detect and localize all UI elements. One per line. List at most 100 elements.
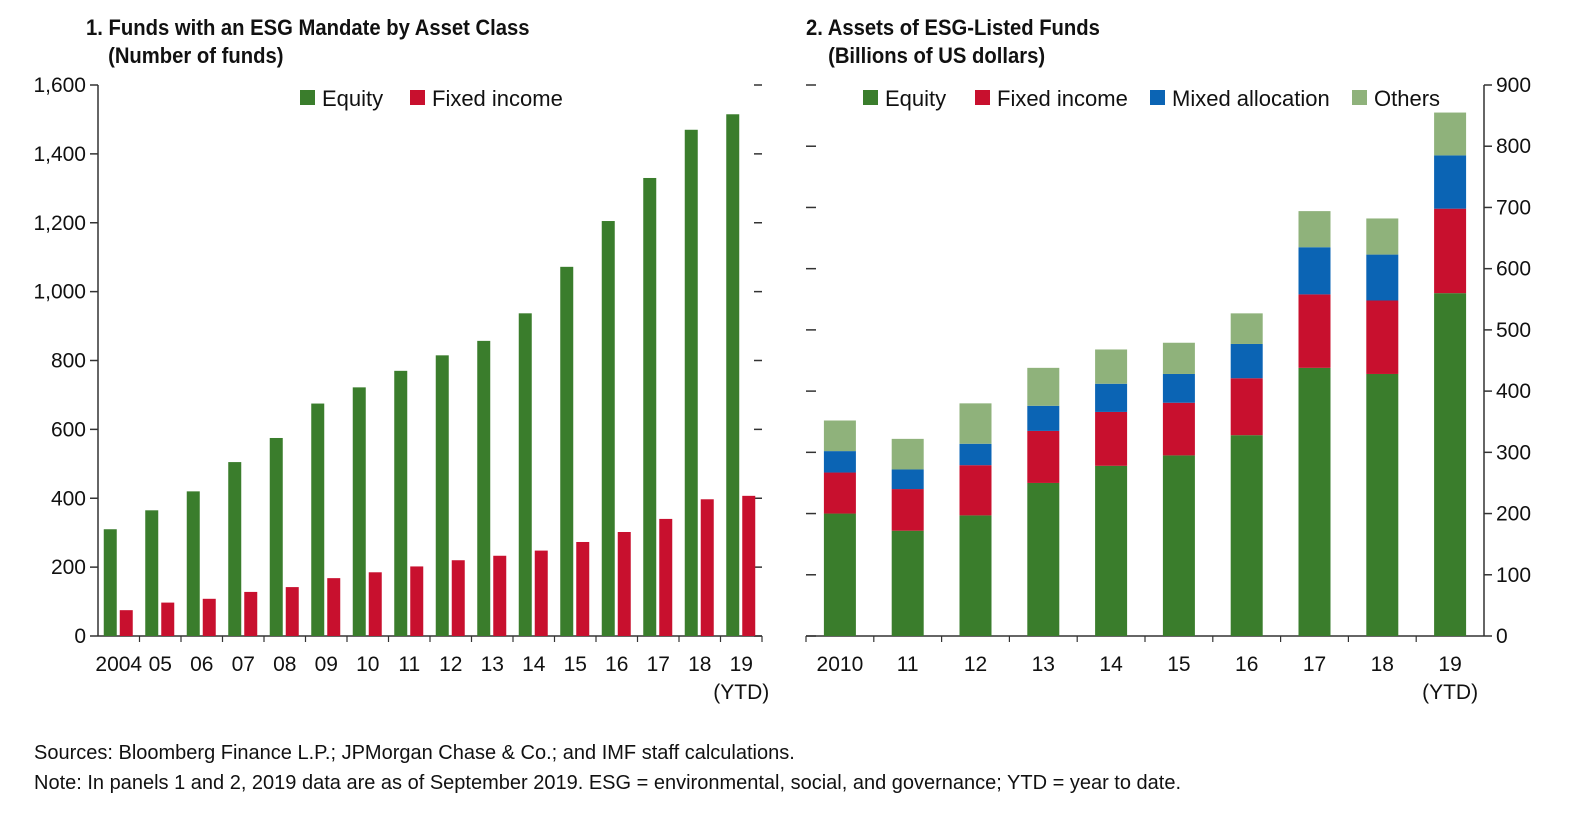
panel1-x-tick-label: 05 <box>149 653 172 676</box>
panel1-x-tick-label: 14 <box>522 653 546 676</box>
panel2-bar-fixed-income <box>1434 208 1467 294</box>
panel1-y-tick-label: 800 <box>51 350 86 373</box>
panel1-bar-equity <box>684 129 698 637</box>
panel2-bar-mixed-allocation <box>891 469 924 490</box>
panel2-x-tick-label: 13 <box>1032 653 1055 676</box>
panel1-bar-fixed-income <box>410 566 424 636</box>
panel1-title: 1. Funds with an ESG Mandate by Asset Cl… <box>86 15 530 40</box>
panel2-bar-equity <box>1298 367 1331 636</box>
panel1-legend-swatch <box>300 90 315 105</box>
panel1-bar-fixed-income <box>327 578 341 636</box>
panel2-bar-mixed-allocation <box>959 443 992 466</box>
panel2-bar-fixed-income <box>1095 411 1128 466</box>
panel2-y-tick-label: 900 <box>1496 74 1531 97</box>
panel1-bar-equity <box>643 177 657 636</box>
panel1-bar-equity <box>269 437 283 636</box>
panel2-subtitle: (Billions of US dollars) <box>828 43 1046 68</box>
panel1-bar-fixed-income <box>451 560 465 636</box>
panel1-y-tick-label: 1,000 <box>33 281 86 304</box>
panel1-y-tick-label: 1,200 <box>33 212 86 235</box>
panel1-legend-swatch <box>410 90 425 105</box>
panel1-bar-equity <box>145 510 159 636</box>
panel2-bar-mixed-allocation <box>1230 343 1263 379</box>
panel2-x-tick-label: 11 <box>897 653 919 676</box>
panel2-bar-fixed-income <box>1027 430 1060 483</box>
panel1-x-tick-label: 09 <box>315 653 338 676</box>
panel2-bar-fixed-income <box>1162 402 1195 456</box>
panel1-y-tick-label: 600 <box>51 418 86 441</box>
panel2-bar-equity <box>1230 435 1263 636</box>
panel2-legend-label: Equity <box>885 86 946 111</box>
panel2-bar-fixed-income <box>823 472 856 514</box>
panel1-bar-equity <box>311 403 325 636</box>
panel2-bar-others <box>823 420 856 452</box>
panel1-bar-equity <box>352 387 366 636</box>
panel2-bar-fixed-income <box>959 465 992 516</box>
panel2-legend-swatch <box>1150 90 1165 105</box>
panel2-bar-mixed-allocation <box>823 451 856 473</box>
panel2-bar-fixed-income <box>1366 300 1399 374</box>
panel1-x-tick-label: 08 <box>273 653 296 676</box>
panel2-bar-mixed-allocation <box>1027 405 1060 431</box>
panel1-bar-fixed-income <box>119 610 133 636</box>
panel2-bar-mixed-allocation <box>1366 254 1399 301</box>
panel2-bar-others <box>1434 112 1467 156</box>
panel2-y-tick-label: 600 <box>1496 258 1531 281</box>
panel2-y-tick-label: 400 <box>1496 380 1531 403</box>
panel2-bar-fixed-income <box>1298 294 1331 368</box>
panel1-bar-fixed-income <box>244 591 258 636</box>
panel1-x-tick-label: 13 <box>481 653 504 676</box>
panel2-bar-equity <box>1095 465 1128 636</box>
panel1-bar-fixed-income <box>285 587 299 636</box>
panel2-bar-fixed-income <box>1230 378 1263 436</box>
panel1-x-tick-label: 18 <box>688 653 711 676</box>
sources-note: Sources: Bloomberg Finance L.P.; JPMorga… <box>34 742 795 764</box>
panel2-bar-others <box>1027 367 1060 406</box>
panel1-bar-equity <box>601 221 615 636</box>
panel1-y-tick-label: 0 <box>74 625 86 648</box>
panel2-legend-swatch <box>863 90 878 105</box>
panel2-bar-others <box>1298 211 1331 248</box>
panel2-y-tick-label: 0 <box>1496 625 1508 648</box>
panel1-bar-fixed-income <box>202 598 216 636</box>
notes-block: Sources: Bloomberg Finance L.P.; JPMorga… <box>34 738 1181 798</box>
panel2-bar-others <box>959 403 992 444</box>
panel2-bar-equity <box>1027 482 1060 636</box>
panel2-y-tick-label: 500 <box>1496 319 1531 342</box>
panel1-x-tick-label: 07 <box>232 653 255 676</box>
panel2-x-tick-label: 18 <box>1371 653 1394 676</box>
panel1-bar-equity <box>518 313 532 636</box>
panel1-bar-fixed-income <box>493 555 507 636</box>
panel2-legend-label: Others <box>1374 86 1440 111</box>
footnote: Note: In panels 1 and 2, 2019 data are a… <box>34 772 1182 794</box>
panel1-bar-fixed-income <box>368 572 382 636</box>
panel1-subtitle: (Number of funds) <box>108 43 284 68</box>
panel1-ytd-label: (YTD) <box>713 681 769 704</box>
panel1-bar-fixed-income <box>659 518 673 636</box>
panel1-title-block: 1. Funds with an ESG Mandate by Asset Cl… <box>86 14 530 70</box>
panel2-bar-others <box>1230 313 1263 344</box>
panel1-bar-equity <box>103 529 117 636</box>
panel2-legend-swatch <box>1352 90 1367 105</box>
panel1-bar-equity <box>477 340 491 636</box>
panel1-x-tick-label: 16 <box>605 653 628 676</box>
panel1-bar-fixed-income <box>742 495 756 636</box>
panel2-bar-fixed-income <box>891 489 924 531</box>
panel1-x-tick-label: 11 <box>398 653 420 676</box>
panel2-ytd-label: (YTD) <box>1422 681 1478 704</box>
panel2-bar-mixed-allocation <box>1298 247 1331 295</box>
panel2-y-tick-label: 700 <box>1496 196 1531 219</box>
panel1-x-tick-label: 17 <box>647 653 670 676</box>
panel2-bar-mixed-allocation <box>1162 373 1195 403</box>
panel2-bar-equity <box>1162 455 1195 636</box>
panel1-x-tick-label: 10 <box>356 653 379 676</box>
panel2-bar-mixed-allocation <box>1434 155 1467 209</box>
panel1-y-tick-label: 200 <box>51 556 86 579</box>
panel1-bar-equity <box>560 266 574 636</box>
panel1-y-tick-label: 1,600 <box>33 74 86 97</box>
panel2-title: 2. Assets of ESG-Listed Funds <box>806 15 1100 40</box>
panel1-bar-fixed-income <box>576 541 590 636</box>
panel2-bar-others <box>1366 218 1399 255</box>
panel2-legend-label: Mixed allocation <box>1172 86 1330 111</box>
panel2-y-tick-label: 100 <box>1496 564 1531 587</box>
